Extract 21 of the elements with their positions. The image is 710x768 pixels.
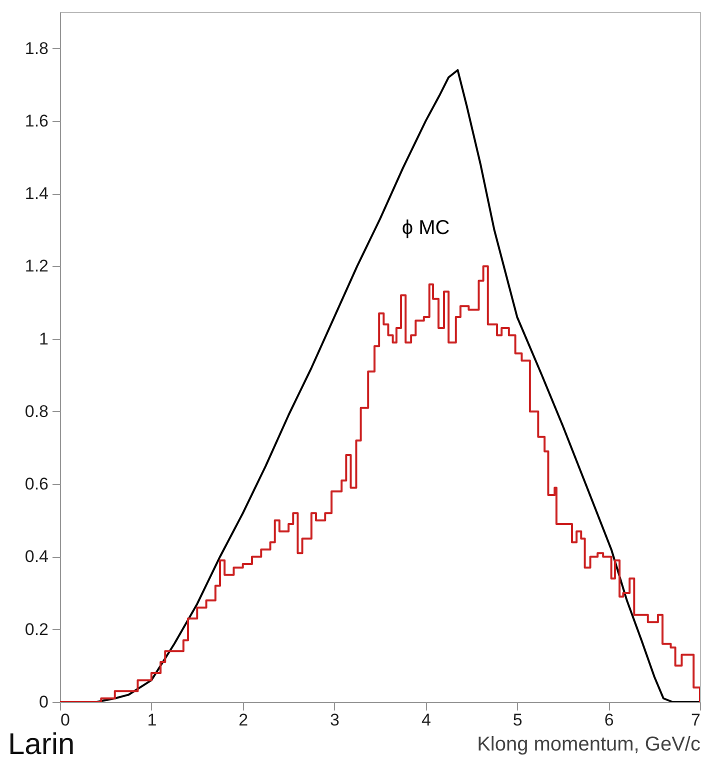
text: Larin (8, 728, 75, 762)
y-tick-label: 0.4 (24, 547, 48, 566)
x-tick-label: 5 (512, 710, 522, 730)
x-tick-label: 1 (147, 710, 157, 730)
x-tick-label: 0 (60, 710, 70, 730)
x-tick-label: 4 (421, 710, 431, 730)
y-tick-label: 0 (39, 692, 48, 712)
y-tick-label: 0.8 (24, 402, 48, 421)
y-tick-label: 1.4 (24, 184, 48, 204)
y-tick-label: 1 (39, 329, 48, 348)
x-axis-title: Klong momentum, GeV/c (477, 734, 700, 756)
y-tick-label: 1.6 (24, 111, 48, 130)
y-tick-label: 1.8 (24, 38, 48, 58)
x-tick-label: 6 (604, 710, 614, 730)
x-tick-label: 3 (330, 710, 340, 730)
series-label: ϕ MC (402, 217, 450, 240)
x-tick-label: 7 (691, 710, 700, 730)
y-tick-label: 0.6 (24, 474, 48, 494)
y-tick-label: 0.2 (24, 620, 48, 639)
y-tick-label: 1.2 (24, 256, 48, 276)
x-tick-label: 2 (238, 710, 248, 730)
